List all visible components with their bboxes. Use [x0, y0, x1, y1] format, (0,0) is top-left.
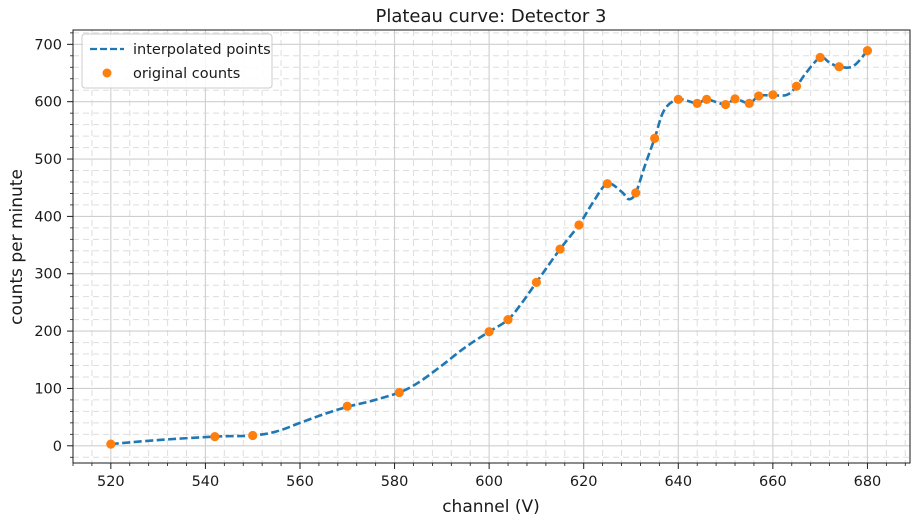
y-tick-label: 400: [34, 209, 62, 225]
x-tick-label: 620: [570, 474, 598, 490]
data-point-original: [602, 179, 612, 189]
x-tick-label: 660: [759, 474, 787, 490]
data-point-original: [394, 387, 404, 398]
x-tick-label: 600: [475, 474, 503, 490]
data-point-original: [720, 99, 731, 110]
x-tick-label: 540: [192, 474, 220, 490]
data-point-original: [702, 94, 712, 104]
data-point-original: [631, 188, 641, 198]
axes-frame: [72, 29, 911, 464]
data-point-original: [484, 327, 494, 337]
x-tick-label: 580: [381, 474, 409, 490]
data-point-original: [768, 90, 778, 100]
data-point-original: [650, 133, 660, 143]
legend-marker-swatch: [102, 68, 112, 78]
y-tick-label: 500: [34, 152, 62, 168]
y-tick-label: 300: [34, 267, 62, 283]
chart-title: Plateau curve: Detector 3: [375, 6, 606, 27]
series-interpolated-line: [110, 49, 869, 446]
data-point-original: [555, 244, 565, 254]
y-tick-label: 0: [53, 439, 62, 455]
data-point-original: [503, 315, 513, 325]
y-tick-label: 100: [34, 381, 62, 397]
legend-label-original: original counts: [133, 66, 240, 82]
data-point-original: [815, 52, 825, 63]
data-point-original: [834, 62, 844, 72]
legend-box: [81, 33, 273, 89]
x-tick-label: 640: [664, 474, 692, 490]
legend-label-interpolated: interpolated points: [133, 42, 271, 58]
data-point-original: [754, 91, 764, 101]
x-tick-label: 560: [286, 474, 314, 490]
data-point-original: [210, 432, 220, 442]
y-tick-label: 700: [34, 37, 62, 53]
data-point-original: [692, 98, 702, 109]
legend: interpolated points original counts: [81, 33, 273, 89]
x-tick-label: 520: [97, 474, 125, 490]
plot-area: [106, 46, 873, 449]
y-axis-label: counts per minute: [7, 169, 27, 325]
data-point-original: [342, 401, 352, 411]
y-tick-label: 600: [34, 95, 62, 111]
data-point-original: [106, 439, 116, 449]
data-point-original: [744, 98, 754, 109]
x-axis-label: channel (V): [442, 497, 540, 517]
data-point-original: [730, 94, 740, 104]
data-point-original: [791, 81, 802, 91]
data-point-original: [248, 430, 258, 441]
x-tick-label: 680: [854, 474, 882, 490]
y-tick-label: 200: [34, 324, 62, 340]
data-point-original: [862, 46, 873, 56]
data-point-original: [531, 277, 542, 287]
data-point-original: [673, 94, 683, 104]
data-point-original: [574, 220, 584, 230]
